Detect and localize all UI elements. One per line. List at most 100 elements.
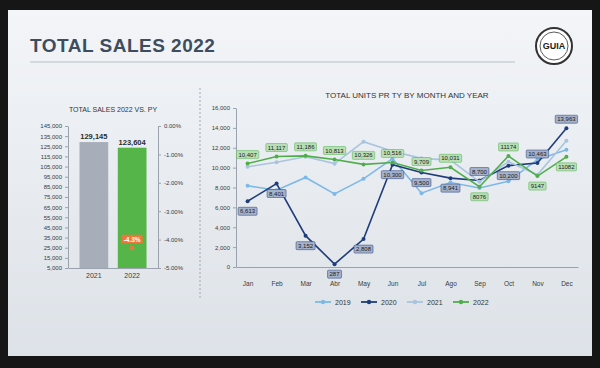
- tick-label: 14,000: [212, 125, 231, 131]
- data-label-text: 10,813: [325, 148, 344, 154]
- tick: -3.00%: [158, 209, 184, 215]
- tick: 6,000: [215, 205, 236, 211]
- tick: 16,000: [212, 105, 236, 111]
- data-label-box: [295, 143, 317, 151]
- tick-label: 25,000: [44, 245, 63, 251]
- marker: [506, 154, 510, 158]
- legend-label: 2020: [381, 299, 397, 306]
- tick-label: -2.00%: [164, 180, 184, 186]
- tick-label: Dec: [561, 280, 573, 287]
- data-label: 8,700: [470, 168, 489, 176]
- data-label-box: [266, 144, 287, 152]
- tick-label: 125,000: [40, 144, 62, 150]
- tick-mark: [65, 227, 68, 228]
- tick-label: 135,000: [40, 134, 62, 140]
- tick-mark: [65, 258, 68, 259]
- tick-label: Ago: [445, 280, 457, 288]
- tick: 15,000: [44, 255, 68, 261]
- tick-mark: [233, 227, 236, 228]
- bar-chart: TOTAL SALES 2022 VS. PY 5,000 15,000 25,000…: [40, 106, 183, 279]
- tick-label: Jul: [418, 280, 427, 287]
- data-label-text: 9,709: [414, 159, 430, 165]
- tick-mark: [233, 108, 236, 109]
- y2-axis: 0.00%-1.00%-2.00%-3.00%-4.00%-5.00%: [158, 123, 184, 271]
- data-label-box: [236, 151, 258, 159]
- tick-label: 45,000: [44, 225, 63, 231]
- tick-label: 6,000: [215, 205, 231, 211]
- marker: [275, 155, 279, 159]
- tick: Sep: [474, 267, 486, 288]
- data-label-box: [529, 182, 546, 190]
- data-label-text: 11,117: [268, 145, 286, 151]
- data-label-text: 10,031: [441, 155, 460, 161]
- data-label-box: [267, 190, 286, 198]
- legend-marker: [459, 300, 463, 304]
- data-label-text: 10,200: [499, 173, 518, 179]
- data-label: 10,407: [236, 151, 258, 159]
- tick-label: Sep: [474, 280, 486, 288]
- marker: [564, 148, 568, 152]
- title-rule: [30, 62, 515, 63]
- tick-mark: [158, 183, 161, 184]
- data-label-box: [499, 143, 519, 151]
- marker: [419, 191, 423, 195]
- legend-item: 2022: [453, 299, 489, 306]
- tick-label: -1.00%: [164, 152, 184, 158]
- data-label: 287: [328, 270, 342, 278]
- tick-label: 85,000: [44, 184, 63, 190]
- data-labels: 6,6138,4013,1522872,80810,3009,5008,9418…: [236, 115, 577, 278]
- marker: [333, 162, 337, 166]
- marker: [362, 140, 366, 144]
- tick-mark: [65, 238, 68, 239]
- data-label-text: 9,500: [414, 180, 430, 186]
- marker: [448, 165, 452, 169]
- legend-label: 2019: [335, 299, 351, 306]
- plot-marks: [79, 142, 146, 268]
- data-label-box: [555, 115, 577, 123]
- line: [248, 128, 567, 264]
- data-label-text: 8076: [473, 194, 487, 200]
- data-label: 10,463: [526, 150, 548, 158]
- marker: [506, 164, 510, 168]
- tick-label: 2021: [86, 272, 102, 279]
- marker: [477, 180, 481, 184]
- data-label-box: [238, 207, 257, 215]
- tick-label: 15,000: [44, 255, 63, 261]
- tick-mark: [233, 128, 236, 129]
- tick: -5.00%: [158, 265, 184, 271]
- legend-item: 2021: [407, 299, 443, 306]
- data-label: 10,300: [381, 171, 403, 179]
- tick: 8,000: [215, 185, 236, 191]
- tick: 135,000: [40, 134, 68, 140]
- data-label-text: 13,963: [557, 116, 576, 122]
- tick-label: Abr: [330, 280, 341, 287]
- data-labels: 129,145123,604-4.3%: [80, 132, 146, 243]
- data-label-box: [296, 242, 315, 250]
- tick-mark: [65, 126, 68, 127]
- tick-label: Mar: [300, 280, 312, 287]
- data-label: -4.3%: [122, 235, 143, 244]
- axis-line: [69, 268, 159, 269]
- tick: Nov: [532, 267, 544, 287]
- tick-label: 5,000: [47, 265, 63, 271]
- legend-item: 2019: [315, 299, 351, 306]
- data-label-box: [412, 158, 431, 166]
- chart-title: TOTAL SALES 2022 VS. PY: [69, 106, 158, 113]
- line: [248, 156, 567, 187]
- tick: Jun: [388, 267, 399, 287]
- data-label-text: 11174: [501, 144, 517, 150]
- data-label-box: [328, 270, 342, 278]
- marker: [419, 169, 423, 173]
- data-label: 11174: [499, 143, 519, 151]
- tick-label: 12,000: [212, 145, 231, 151]
- tick-label: 4,000: [215, 225, 231, 231]
- tick-mark: [65, 187, 68, 188]
- axis-line: [68, 127, 69, 269]
- tick-label: 2022: [124, 272, 140, 279]
- y-axis: 5,00015,00025,00035,00045,00055,00065,00…: [40, 123, 68, 271]
- separator: [200, 88, 201, 300]
- tick-label: 0: [227, 264, 231, 270]
- data-label-box: [122, 235, 143, 244]
- data-label-text: 8,700: [472, 169, 488, 175]
- logo-text: GUIA: [543, 41, 566, 51]
